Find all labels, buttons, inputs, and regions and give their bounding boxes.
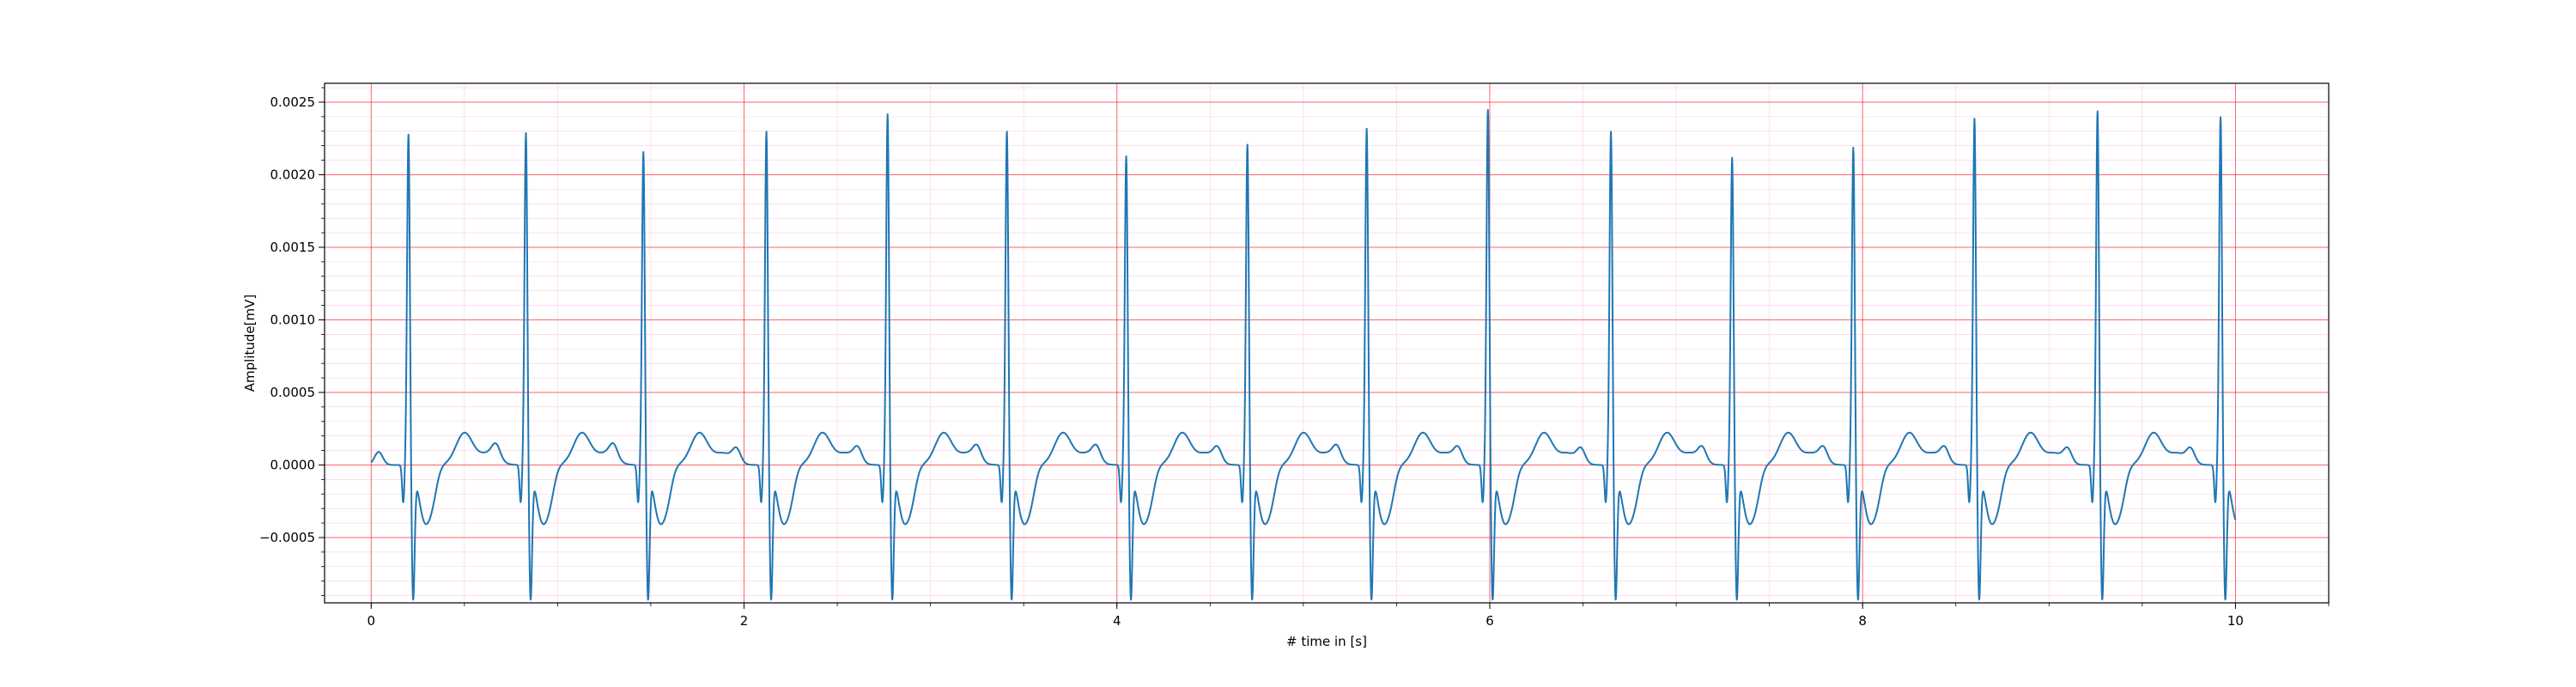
x-axis-title: # time in [s]: [1286, 634, 1367, 649]
y-tick-label: 0.0025: [270, 94, 316, 110]
x-tick-label: 10: [2227, 613, 2244, 629]
y-tick-label: −0.0005: [259, 530, 315, 545]
x-tick-label: 6: [1485, 613, 1494, 629]
x-tick-label: 8: [1858, 613, 1867, 629]
axis-ticks: 0 2 4 6 8 10 −0.0005 0.0000 0.0005 0.0010 0.0015 0.…: [259, 87, 2330, 629]
y-tick-label: 0.0015: [270, 240, 316, 255]
y-tick-label: 0.0020: [270, 167, 316, 182]
major-grid: [325, 83, 2329, 603]
y-axis-title: Amplitude[mV]: [242, 295, 258, 392]
plot-frame: [324, 82, 2330, 604]
x-tick-label: 0: [368, 613, 376, 629]
x-tick-label: 2: [740, 613, 749, 629]
y-tick-label: 0.0005: [270, 385, 316, 400]
ecg-series-line: [370, 108, 2237, 601]
y-tick-label: 0.0000: [270, 457, 316, 472]
x-tick-label: 4: [1113, 613, 1121, 629]
series-group: [370, 108, 2237, 601]
y-tick-label: 0.0010: [270, 312, 316, 327]
minor-grid: [325, 83, 2330, 603]
